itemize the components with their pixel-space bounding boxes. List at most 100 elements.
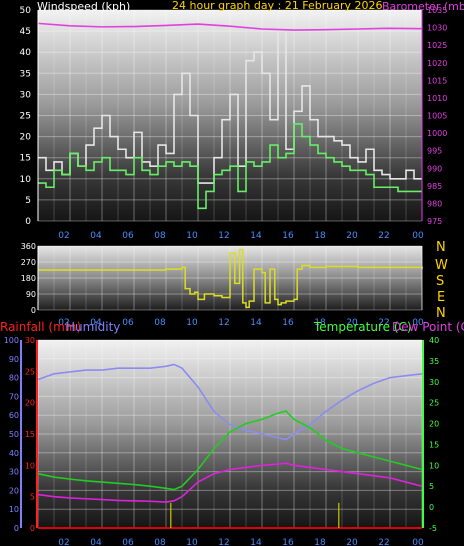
x-tick-label: 12 [218, 318, 229, 328]
baro-y-tick-label: 995 [427, 147, 442, 156]
baro-y-tick-label: 1020 [427, 59, 447, 68]
thermo-panel-background [38, 340, 422, 528]
humidity-series-line [37, 363, 423, 441]
wind-y-tick-label: 20 [20, 133, 32, 143]
x-tick-label: 18 [314, 538, 326, 546]
wind-direction-series-line [38, 248, 423, 309]
baro-y-tick-label: 1035 [427, 6, 447, 15]
temp-y-tick-label: 35 [429, 357, 439, 366]
wind-y-tick-label: 45 [20, 27, 31, 37]
baro-y-tick-label: 980 [427, 199, 442, 208]
x-tick-label: 06 [122, 538, 134, 546]
x-tick-label: 10 [186, 231, 198, 241]
baro-y-tick-label: 1005 [427, 112, 447, 121]
humidity-y-tick-label: 30 [9, 468, 19, 477]
x-tick-label: 08 [154, 538, 166, 546]
direction-y-tick-label: 270 [21, 258, 36, 267]
direction-y-tick-label: 0 [31, 306, 36, 315]
humidity-y-tick-label: 100 [4, 336, 19, 345]
direction-y-tick-label: 180 [21, 274, 36, 283]
humidity-y-tick-label: 90 [9, 355, 19, 364]
rain-y-tick-label: 5 [30, 493, 35, 502]
x-tick-label: 00 [412, 538, 424, 546]
temp-y-tick-label: -5 [429, 524, 437, 533]
x-tick-label: 14 [250, 318, 262, 328]
temp-y-tick-label: 15 [429, 440, 439, 449]
baro-y-tick-label: 1000 [427, 129, 447, 138]
x-tick-label: 04 [90, 538, 102, 546]
wind-y-tick-label: 25 [20, 112, 31, 122]
baro-y-tick-label: 1010 [427, 94, 447, 103]
x-tick-label: 08 [154, 231, 166, 241]
rain-y-tick-label: 20 [25, 399, 35, 408]
x-tick-label: 22 [378, 318, 389, 328]
wind-average-series-line [38, 123, 422, 210]
x-tick-label: 02 [58, 231, 69, 241]
x-tick-label: 00 [412, 318, 424, 328]
windspeed-axis-title: Windspeed (kph) [37, 0, 130, 13]
temp-y-tick-label: 25 [429, 399, 439, 408]
x-tick-label: 06 [122, 318, 134, 328]
rain-y-tick-label: 10 [25, 461, 35, 470]
humidity-y-tick-label: 60 [9, 411, 19, 420]
rain-y-tick-label: 15 [25, 430, 35, 439]
compass-label-s: S [436, 274, 444, 289]
humidity-y-tick-label: 40 [9, 449, 19, 458]
barometer-axis-title: Barometer (mb) [382, 0, 464, 13]
direction-y-tick-label: 90 [26, 290, 36, 299]
wind-y-tick-label: 50 [20, 6, 32, 16]
x-tick-label: 10 [186, 318, 198, 328]
x-tick-label: 08 [154, 318, 166, 328]
humidity-y-tick-label: 80 [9, 374, 19, 383]
wind-y-tick-label: 30 [20, 90, 32, 100]
compass-label-e: E [437, 290, 445, 305]
baro-y-tick-label: 990 [427, 164, 442, 173]
wind-y-tick-label: 10 [20, 175, 32, 185]
x-tick-label: 20 [346, 538, 358, 546]
rain-y-tick-label: 0 [30, 524, 35, 533]
rain-y-tick-label: 30 [25, 336, 35, 345]
x-tick-label: 04 [90, 231, 102, 241]
baro-y-tick-label: 1030 [427, 24, 447, 33]
x-tick-label: 14 [250, 231, 262, 241]
x-tick-label: 18 [314, 231, 326, 241]
direction-y-tick-label: 360 [21, 242, 36, 251]
x-tick-label: 00 [412, 231, 424, 241]
rain-y-tick-label: 25 [25, 367, 35, 376]
humidity-y-tick-label: 20 [9, 486, 19, 495]
temp-y-tick-label: 40 [429, 336, 439, 345]
x-tick-label: 04 [90, 318, 102, 328]
baro-y-tick-label: 985 [427, 182, 442, 191]
x-tick-label: 20 [346, 318, 358, 328]
x-tick-label: 12 [218, 231, 229, 241]
x-tick-label: 20 [346, 231, 358, 241]
x-tick-label: 22 [378, 231, 389, 241]
wind-y-tick-label: 35 [20, 69, 31, 79]
compass-label-n-bottom: N [436, 306, 446, 321]
temperature-axis-title: Temperature (C) [313, 320, 412, 334]
temp-y-tick-label: 10 [429, 461, 439, 470]
temperature-series-line [37, 410, 423, 491]
x-tick-label: 10 [186, 538, 198, 546]
wind-y-tick-label: 40 [20, 48, 32, 58]
x-tick-label: 12 [218, 538, 229, 546]
humidity-y-tick-label: 0 [14, 524, 19, 533]
x-tick-label: 16 [282, 538, 294, 546]
dewpoint-axis-title: Dew Point (C) [392, 320, 464, 334]
humidity-axis-title: Humidity [66, 320, 120, 334]
x-tick-label: 06 [122, 231, 134, 241]
compass-label-w: W [435, 258, 448, 273]
x-tick-label: 16 [282, 318, 294, 328]
temp-y-tick-label: 30 [429, 378, 439, 387]
x-tick-label: 14 [250, 538, 262, 546]
compass-label-n-top: N [436, 240, 446, 255]
chart-title: 24 hour graph day : 21 February 2026 [172, 0, 383, 12]
wind-gust-series-line [38, 30, 422, 184]
wind-y-tick-label: 5 [25, 196, 31, 206]
x-tick-label: 02 [58, 318, 69, 328]
dewpoint-series-line [37, 462, 423, 503]
baro-y-tick-label: 1015 [427, 76, 447, 85]
x-tick-label: 02 [58, 538, 69, 546]
